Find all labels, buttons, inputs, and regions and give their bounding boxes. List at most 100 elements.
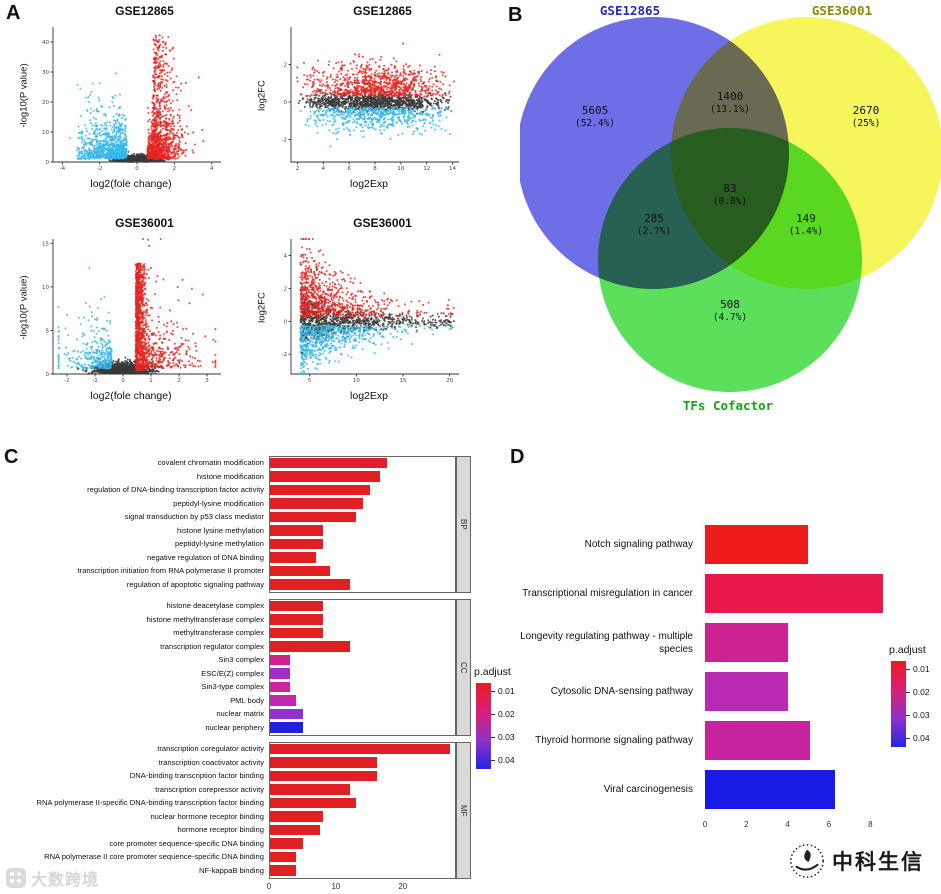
venn-pct: (4.7%)	[713, 312, 747, 323]
go-bar	[269, 614, 324, 625]
kegg-bar	[705, 623, 788, 662]
legend-tick-label: 0.02	[498, 709, 515, 719]
legend-tick-mark	[906, 715, 910, 716]
go-term-label: regulation of apoptotic signaling pathwa…	[126, 579, 264, 589]
panel-label-b: B	[508, 4, 523, 26]
panel-label-c: C	[4, 446, 19, 468]
go-bar-row: transcription coregulator activity	[0, 742, 472, 756]
kegg-bar	[705, 574, 883, 613]
legend-tick-mark	[906, 738, 910, 739]
go-bar	[269, 811, 324, 822]
go-bar-track	[269, 470, 454, 484]
go-term-label: RNA polymerase II-specific DNA-binding t…	[36, 798, 265, 808]
legend-tick-label: 0.04	[498, 755, 515, 765]
go-bar-row: histone methyltransferase complex	[0, 613, 472, 627]
kegg-bar-row: Viral carcinogenesis	[505, 765, 891, 814]
venn-pct: (2.7%)	[637, 226, 671, 237]
venn-pct: (25%)	[852, 118, 881, 129]
legend-tick-mark	[491, 691, 495, 692]
venn-pct: (0.8%)	[713, 196, 747, 207]
go-bar-track	[269, 456, 454, 470]
go-term-label: histone methyltransferase complex	[146, 614, 264, 624]
go-bar-track	[269, 653, 454, 667]
venn-count: 149	[796, 212, 816, 225]
go-bar-row: transcription corepressor activity	[0, 783, 472, 797]
go-x-tick-label: 20	[398, 882, 408, 891]
legend-tick-mark	[491, 737, 495, 738]
facet-label-mf: MF	[459, 804, 468, 817]
go-bar	[269, 743, 451, 754]
go-bar	[269, 579, 350, 590]
kegg-x-tick-label: 8	[868, 820, 873, 829]
kegg-bar-track	[705, 618, 891, 667]
go-facet-rows: transcription coregulator activity transc…	[0, 742, 472, 877]
watermark-left-text: 大数跨境	[31, 872, 100, 889]
go-term-label: methyltransferase complex	[173, 628, 264, 638]
go-bar-track	[269, 769, 454, 783]
go-bar	[269, 865, 297, 876]
go-bar-row: regulation of apoptotic signaling pathwa…	[0, 578, 472, 592]
go-bar-track	[269, 837, 454, 851]
facet-strip: CC	[456, 599, 471, 736]
go-bar-track	[269, 640, 454, 654]
venn-set-label-gse36001: GSE36001	[812, 3, 872, 18]
venn-count: 2670	[853, 104, 880, 117]
legend-title: p.adjust	[889, 644, 926, 656]
venn-pct: (1.4%)	[789, 226, 823, 237]
go-term-label: RNA polymerase II core promoter sequence…	[44, 852, 264, 862]
go-bar-track	[269, 524, 454, 538]
legend-tick-label: 0.01	[913, 664, 930, 674]
go-term-label: histone lysine methylation	[177, 525, 264, 535]
kegg-bar-row: Longevity regulating pathway - multiple …	[505, 618, 891, 667]
kegg-bar-row: Transcriptional misregulation in cancer	[505, 569, 891, 618]
go-pvalue-legend: p.adjust 0.01 0.02 0.03 0.04	[474, 666, 526, 773]
kegg-pathway-label: Cytosolic DNA-sensing pathway	[550, 686, 693, 697]
go-bar-track	[269, 810, 454, 824]
ma-plot-gse36001: GSE36001 log2FC log2Exp	[252, 216, 487, 421]
watermark-right-text: 中科生信	[832, 851, 924, 874]
go-bar-row: signal transduction by p53 class mediato…	[0, 510, 472, 524]
go-bar	[269, 565, 330, 576]
go-bar-row: methyltransferase complex	[0, 626, 472, 640]
go-bar-track	[269, 796, 454, 810]
y-axis-label: -log10(P value)	[18, 63, 30, 128]
go-facet-mf: transcription coregulator activity transc…	[0, 742, 472, 879]
legend-tick-label: 0.01	[498, 686, 515, 696]
volcano-canvas-gse12865	[36, 22, 226, 174]
go-term-label: transcription coactivator activity	[158, 757, 264, 767]
pvalue-gradient-bar	[476, 683, 491, 769]
go-term-label: nuclear hormone receptor binding	[150, 811, 264, 821]
facet-label-cc: CC	[459, 661, 468, 674]
go-bar	[269, 708, 303, 719]
go-bar-row: negative regulation of DNA binding	[0, 551, 472, 565]
legend-tick-label: 0.04	[913, 733, 930, 743]
kegg-bar-track	[705, 569, 891, 618]
plot-title: GSE36001	[353, 216, 412, 230]
venn-count: 83	[723, 182, 736, 195]
go-bar	[269, 471, 380, 482]
y-axis-label: log2FC	[256, 292, 268, 323]
go-term-label: nuclear matrix	[216, 709, 264, 719]
x-axis-label: log2Exp	[350, 390, 388, 402]
go-bar-track	[269, 497, 454, 511]
volcano-plot-gse12865: GSE12865 -log10(P value) log2(fole chang…	[14, 4, 249, 209]
kegg-bar-track	[705, 667, 891, 716]
go-bar	[269, 525, 324, 536]
go-bar-track	[269, 551, 454, 565]
kegg-bar	[705, 721, 811, 760]
go-facet-cc: histone deacetylase complex histone methy…	[0, 599, 472, 736]
go-bar-row: PML body	[0, 694, 472, 708]
venn-set-label-tfs-cofactor: TFs Cofactor	[683, 398, 774, 413]
go-term-label: transcription initiation from RNA polyme…	[77, 566, 264, 576]
go-bar-row: NF-kappaB binding	[0, 864, 472, 878]
kegg-x-tick-label: 0	[702, 820, 708, 829]
kegg-enrichment-chart: Notch signaling pathway Transcriptional m…	[505, 448, 941, 894]
go-bar	[269, 851, 297, 862]
legend-title: p.adjust	[474, 666, 511, 678]
go-bar-track	[269, 510, 454, 524]
go-bar	[269, 668, 290, 679]
go-enrichment-chart: covalent chromatin modification histone m…	[0, 448, 500, 894]
plot-title: GSE12865	[353, 4, 412, 18]
x-axis-label: log2(fole change)	[90, 178, 172, 190]
go-term-label: Sin3 complex	[218, 655, 264, 665]
